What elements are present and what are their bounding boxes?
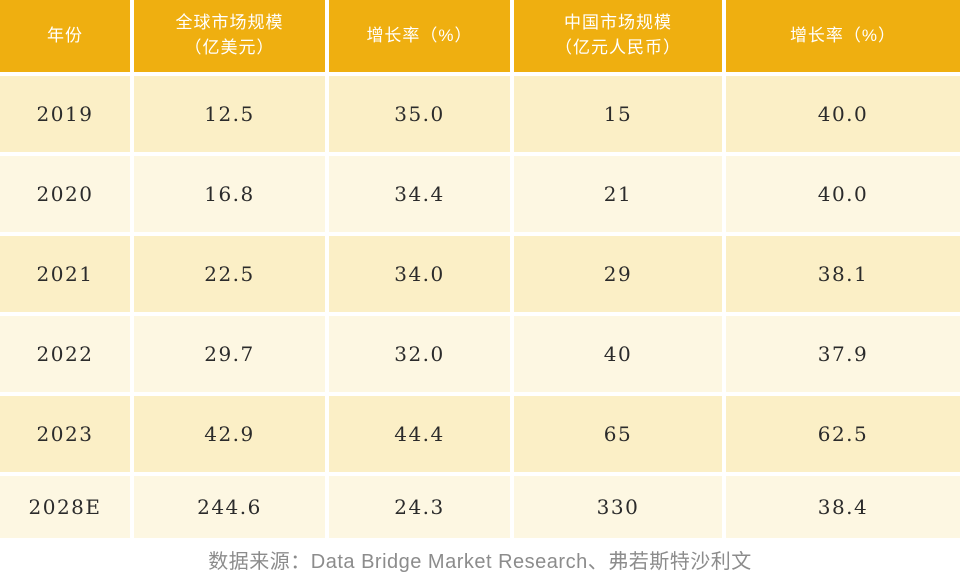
cell-global-size: 12.5 <box>134 76 325 152</box>
cell-china-growth: 38.1 <box>726 236 960 312</box>
cell-year: 2023 <box>0 396 130 472</box>
table-row: 2021 22.5 34.0 29 38.1 <box>0 236 960 312</box>
header-cell-china-size: 中国市场规模 （亿元人民币） <box>514 0 722 72</box>
cell-china-growth: 40.0 <box>726 156 960 232</box>
cell-china-size: 65 <box>514 396 722 472</box>
cell-china-growth: 40.0 <box>726 76 960 152</box>
header-label: 年份 <box>47 25 83 45</box>
cell-global-growth: 35.0 <box>329 76 510 152</box>
cell-year: 2022 <box>0 316 130 392</box>
cell-year: 2021 <box>0 236 130 312</box>
cell-year: 2020 <box>0 156 130 232</box>
cell-global-size: 16.8 <box>134 156 325 232</box>
cell-global-growth: 44.4 <box>329 396 510 472</box>
table-row: 2020 16.8 34.4 21 40.0 <box>0 156 960 232</box>
cell-year: 2019 <box>0 76 130 152</box>
header-label: 全球市场规模 <box>175 13 284 33</box>
header-label: 中国市场规模 <box>564 13 672 33</box>
market-size-table: 年份 全球市场规模 （亿美元） 增长率（%） 中国市场规模 （亿元人民币） 增长… <box>0 0 960 538</box>
cell-china-size: 330 <box>514 476 722 538</box>
cell-global-size: 29.7 <box>134 316 325 392</box>
cell-china-size: 29 <box>514 236 722 312</box>
header-cell-year: 年份 <box>0 0 130 72</box>
table-row: 2019 12.5 35.0 15 40.0 <box>0 76 960 152</box>
cell-year: 2028E <box>0 476 130 538</box>
header-label: 增长率（%） <box>789 25 897 45</box>
header-cell-china-growth: 增长率（%） <box>726 0 960 72</box>
table-row: 2022 29.7 32.0 40 37.9 <box>0 316 960 392</box>
table-header-row: 年份 全球市场规模 （亿美元） 增长率（%） 中国市场规模 （亿元人民币） 增长… <box>0 0 960 72</box>
cell-global-growth: 24.3 <box>329 476 510 538</box>
table-row: 2023 42.9 44.4 65 62.5 <box>0 396 960 472</box>
cell-china-growth: 37.9 <box>726 316 960 392</box>
cell-china-growth: 38.4 <box>726 476 960 538</box>
cell-global-growth: 34.4 <box>329 156 510 232</box>
header-label: 增长率（%） <box>366 25 473 45</box>
data-source-note: 数据来源：Data Bridge Market Research、弗若斯特沙利文 <box>208 550 752 573</box>
cell-global-size: 22.5 <box>134 236 325 312</box>
header-cell-global-size: 全球市场规模 （亿美元） <box>134 0 325 72</box>
cell-global-size: 42.9 <box>134 396 325 472</box>
table-row: 2028E 244.6 24.3 330 38.4 <box>0 476 960 538</box>
cell-global-growth: 32.0 <box>329 316 510 392</box>
cell-china-size: 21 <box>514 156 722 232</box>
cell-china-size: 40 <box>514 316 722 392</box>
cell-china-size: 15 <box>514 76 722 152</box>
header-cell-global-growth: 增长率（%） <box>329 0 510 72</box>
cell-global-growth: 34.0 <box>329 236 510 312</box>
cell-china-growth: 62.5 <box>726 396 960 472</box>
cell-global-size: 244.6 <box>134 476 325 538</box>
